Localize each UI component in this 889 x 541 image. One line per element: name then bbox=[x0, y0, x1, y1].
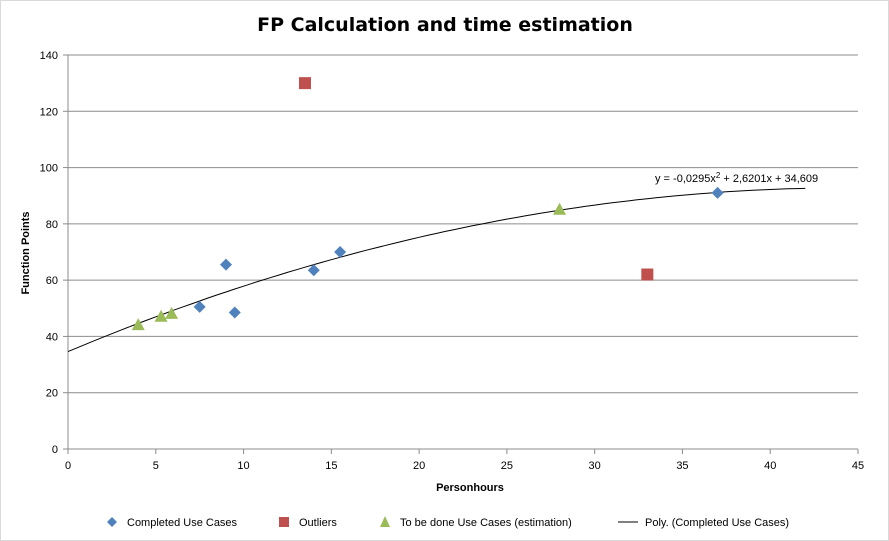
point-completed bbox=[228, 306, 241, 319]
point-estimation bbox=[131, 318, 145, 331]
legend-label-completed: Completed Use Cases bbox=[127, 517, 238, 529]
equation-suffix: + 2,6201x + 34,609 bbox=[720, 173, 818, 185]
equation-exponent: 2 bbox=[716, 171, 721, 180]
y-tick-label: 120 bbox=[40, 106, 58, 118]
point-outlier bbox=[641, 268, 654, 281]
chart-title: FP Calculation and time estimation bbox=[257, 14, 633, 36]
y-tick-label: 100 bbox=[40, 163, 58, 175]
y-tick-label: 20 bbox=[46, 388, 58, 400]
y-axis-label: Function Points bbox=[20, 211, 32, 294]
trendline-equation: y = -0,0295x2 + 2,6201x + 34,609 bbox=[655, 171, 818, 185]
y-tick-label: 140 bbox=[40, 50, 58, 62]
data-points bbox=[131, 77, 724, 331]
point-estimation bbox=[165, 306, 179, 319]
x-tick-label: 0 bbox=[65, 460, 71, 472]
legend-marker-tobedone bbox=[380, 516, 390, 527]
y-tick-label: 80 bbox=[46, 219, 58, 231]
legend-label-tobedone: To be done Use Cases (estimation) bbox=[400, 517, 572, 529]
point-estimation bbox=[154, 309, 168, 322]
x-tick-label: 20 bbox=[413, 460, 425, 472]
legend: Completed Use Cases Outliers To be done … bbox=[107, 516, 789, 529]
point-completed bbox=[220, 258, 232, 271]
y-tick-label: 40 bbox=[46, 331, 58, 343]
gridlines bbox=[68, 54, 858, 394]
point-completed bbox=[307, 264, 320, 277]
x-tick-label: 25 bbox=[501, 460, 513, 472]
point-outlier bbox=[299, 77, 311, 90]
y-tick-label: 0 bbox=[52, 444, 58, 456]
x-tick-label: 35 bbox=[676, 460, 688, 472]
x-axis-ticks: 0 5 10 15 20 25 30 35 40 45 bbox=[65, 449, 864, 472]
legend-marker-completed bbox=[107, 517, 117, 527]
y-axis-ticks: 0 20 40 60 80 100 120 140 bbox=[40, 50, 68, 456]
x-tick-label: 15 bbox=[325, 460, 337, 472]
x-axis-label: Personhours bbox=[436, 482, 504, 494]
x-tick-label: 40 bbox=[764, 460, 776, 472]
x-tick-label: 30 bbox=[589, 460, 601, 472]
axes bbox=[67, 55, 858, 450]
x-tick-label: 45 bbox=[852, 460, 864, 472]
x-tick-label: 5 bbox=[153, 460, 159, 472]
point-estimation bbox=[553, 202, 567, 215]
point-completed bbox=[711, 186, 724, 199]
legend-marker-outliers bbox=[279, 517, 289, 527]
trendline-path bbox=[67, 187, 806, 353]
legend-label-trendline: Poly. (Completed Use Cases) bbox=[645, 517, 789, 529]
trendline bbox=[67, 187, 806, 353]
point-completed bbox=[334, 246, 347, 258]
y-tick-label: 60 bbox=[46, 275, 58, 287]
legend-label-outliers: Outliers bbox=[299, 517, 337, 529]
equation-prefix: y = -0,0295x bbox=[655, 173, 716, 185]
point-completed bbox=[193, 300, 206, 313]
x-tick-label: 10 bbox=[237, 460, 249, 472]
